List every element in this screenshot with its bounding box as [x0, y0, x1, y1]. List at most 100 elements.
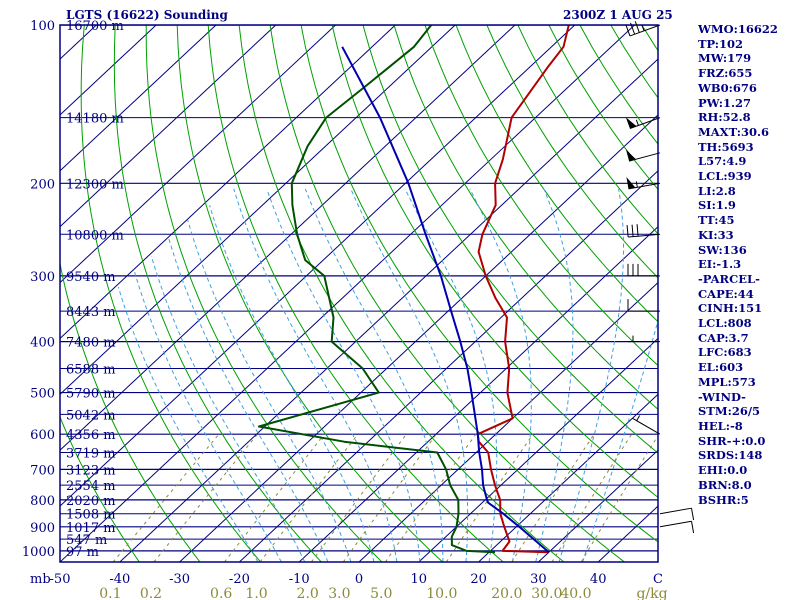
- moist-adiabat-line: [134, 271, 282, 562]
- wind-barbs: [625, 21, 695, 534]
- height-label: 9540 m: [66, 270, 116, 285]
- mixing-ratio-label: g/kg: [636, 586, 667, 600]
- wind-barb: [632, 415, 661, 435]
- dry-adiabat-line: [269, 25, 625, 562]
- wind-barb-staff: [632, 417, 661, 435]
- height-label: 4356 m: [66, 428, 116, 443]
- dry-adiabat-line: [176, 25, 443, 562]
- stat-item: CINH:151: [698, 301, 763, 316]
- height-label: 3719 m: [66, 446, 116, 461]
- pressure-tick-label: 100: [30, 19, 55, 34]
- height-label: 547 m: [66, 533, 107, 548]
- stat-item: STM:26/5: [698, 404, 761, 419]
- dry-adiabat-line: [331, 25, 658, 498]
- wind-barb-full: [636, 224, 639, 237]
- stat-item: WB0:676: [698, 80, 757, 95]
- dry-adiabat-line: [393, 25, 658, 410]
- stat-item: LCL:939: [698, 169, 752, 184]
- pressure-tick-label: 300: [30, 270, 55, 285]
- wind-barb-full: [631, 224, 634, 237]
- plot-border: [59, 24, 659, 563]
- stat-item: MAXT:30.6: [698, 124, 769, 139]
- mixing-ratio-label: 40.0: [560, 586, 591, 600]
- mixing-ratio-line: [259, 433, 359, 562]
- plot-frame: [59, 24, 659, 563]
- wind-barb-half: [641, 25, 645, 31]
- stat-item: BSHR:5: [698, 492, 749, 507]
- height-label: 8443 m: [66, 305, 116, 320]
- wind-barb: [625, 21, 661, 37]
- isotherm-line: [60, 25, 576, 507]
- isotherm-line: [119, 58, 658, 562]
- moist-adiabat-line: [535, 188, 574, 562]
- temperature-tick-label: 10: [411, 572, 428, 587]
- mixing-ratio-line: [384, 433, 477, 562]
- stat-item: EHI:0.0: [698, 463, 748, 478]
- wind-barb-full: [625, 24, 631, 37]
- pressure-tick-label: 700: [30, 463, 55, 478]
- mixing-ratio-label: 10.0: [426, 586, 457, 600]
- stat-item: TP:102: [698, 36, 744, 51]
- stat-item: HEL:-8: [698, 418, 743, 433]
- wind-barb: [627, 299, 660, 312]
- temperature-tick-label: 40: [590, 572, 607, 587]
- wind-barb: [625, 149, 661, 162]
- wind-barb-full: [634, 21, 640, 33]
- chart-time: 2300Z 1 AUG 25: [563, 8, 673, 22]
- pressure-tick-label: 600: [30, 428, 55, 443]
- pressure-tick-label: 800: [30, 494, 55, 509]
- moist-adiabat-line: [233, 188, 398, 562]
- stat-item: KI:33: [698, 227, 734, 242]
- mixing-ratio-label: 0.6: [210, 586, 232, 600]
- height-label: 3123 m: [66, 463, 116, 478]
- dry-adiabat-line: [300, 25, 658, 543]
- dry-adiabat-line: [362, 25, 658, 454]
- wind-barb-full: [691, 521, 695, 534]
- isotherm-line: [0, 25, 37, 562]
- moist-adiabat-line: [117, 286, 259, 562]
- wind-barb-staff: [628, 233, 661, 238]
- moist-adiabat-line: [558, 188, 624, 562]
- isotherm-line: [60, 25, 336, 284]
- stat-item: MW:179: [698, 51, 752, 66]
- isotherm-line: [60, 25, 396, 340]
- stat-item: LI:2.8: [698, 183, 736, 198]
- stat-item: LFC:683: [698, 345, 752, 360]
- temperature-tick-label: -10: [289, 572, 310, 587]
- mixing-ratio-line: [112, 433, 220, 562]
- mixing-ratio-label: 0.1: [99, 586, 121, 600]
- dewpoint-trace: [257, 25, 496, 554]
- moist-adiabat-line: [304, 188, 444, 562]
- isotherm-line: [60, 25, 456, 396]
- stat-item: PW:1.27: [698, 95, 752, 110]
- temperature-tick-label: 30: [530, 572, 547, 587]
- wind-barb: [659, 507, 695, 521]
- stat-item: SI:1.9: [698, 198, 736, 213]
- stat-item: EL:603: [698, 360, 744, 375]
- stat-item: FRZ:655: [698, 66, 753, 81]
- wind-barb-half: [635, 119, 639, 126]
- temperature-tick-label: 20: [470, 572, 487, 587]
- stat-item: SRDS:148: [698, 448, 763, 463]
- temperature-tick-label: 0: [355, 572, 363, 587]
- moist-adiabat-line: [266, 188, 421, 562]
- mixing-ratio-label: 1.0: [245, 586, 267, 600]
- mixing-ratio-line: [551, 433, 633, 562]
- wind-barb: [628, 335, 660, 343]
- height-label: 7480 m: [66, 336, 116, 351]
- wind-barb: [625, 117, 661, 130]
- wind-barb-full: [630, 22, 636, 35]
- temperature-trace: [476, 25, 570, 554]
- wind-barb: [626, 177, 661, 190]
- stat-item: RH:52.8: [698, 110, 751, 125]
- isotherm-line: [60, 25, 516, 451]
- sounding-traces: [257, 25, 570, 554]
- stat-item: L57:4.9: [698, 154, 747, 169]
- grid-lines: [0, 25, 658, 562]
- dry-adiabat-line: [60, 261, 201, 562]
- dry-adiabat-line: [207, 25, 504, 562]
- mixing-ratio-line: [511, 433, 595, 562]
- stat-item: MPL:573: [698, 374, 756, 389]
